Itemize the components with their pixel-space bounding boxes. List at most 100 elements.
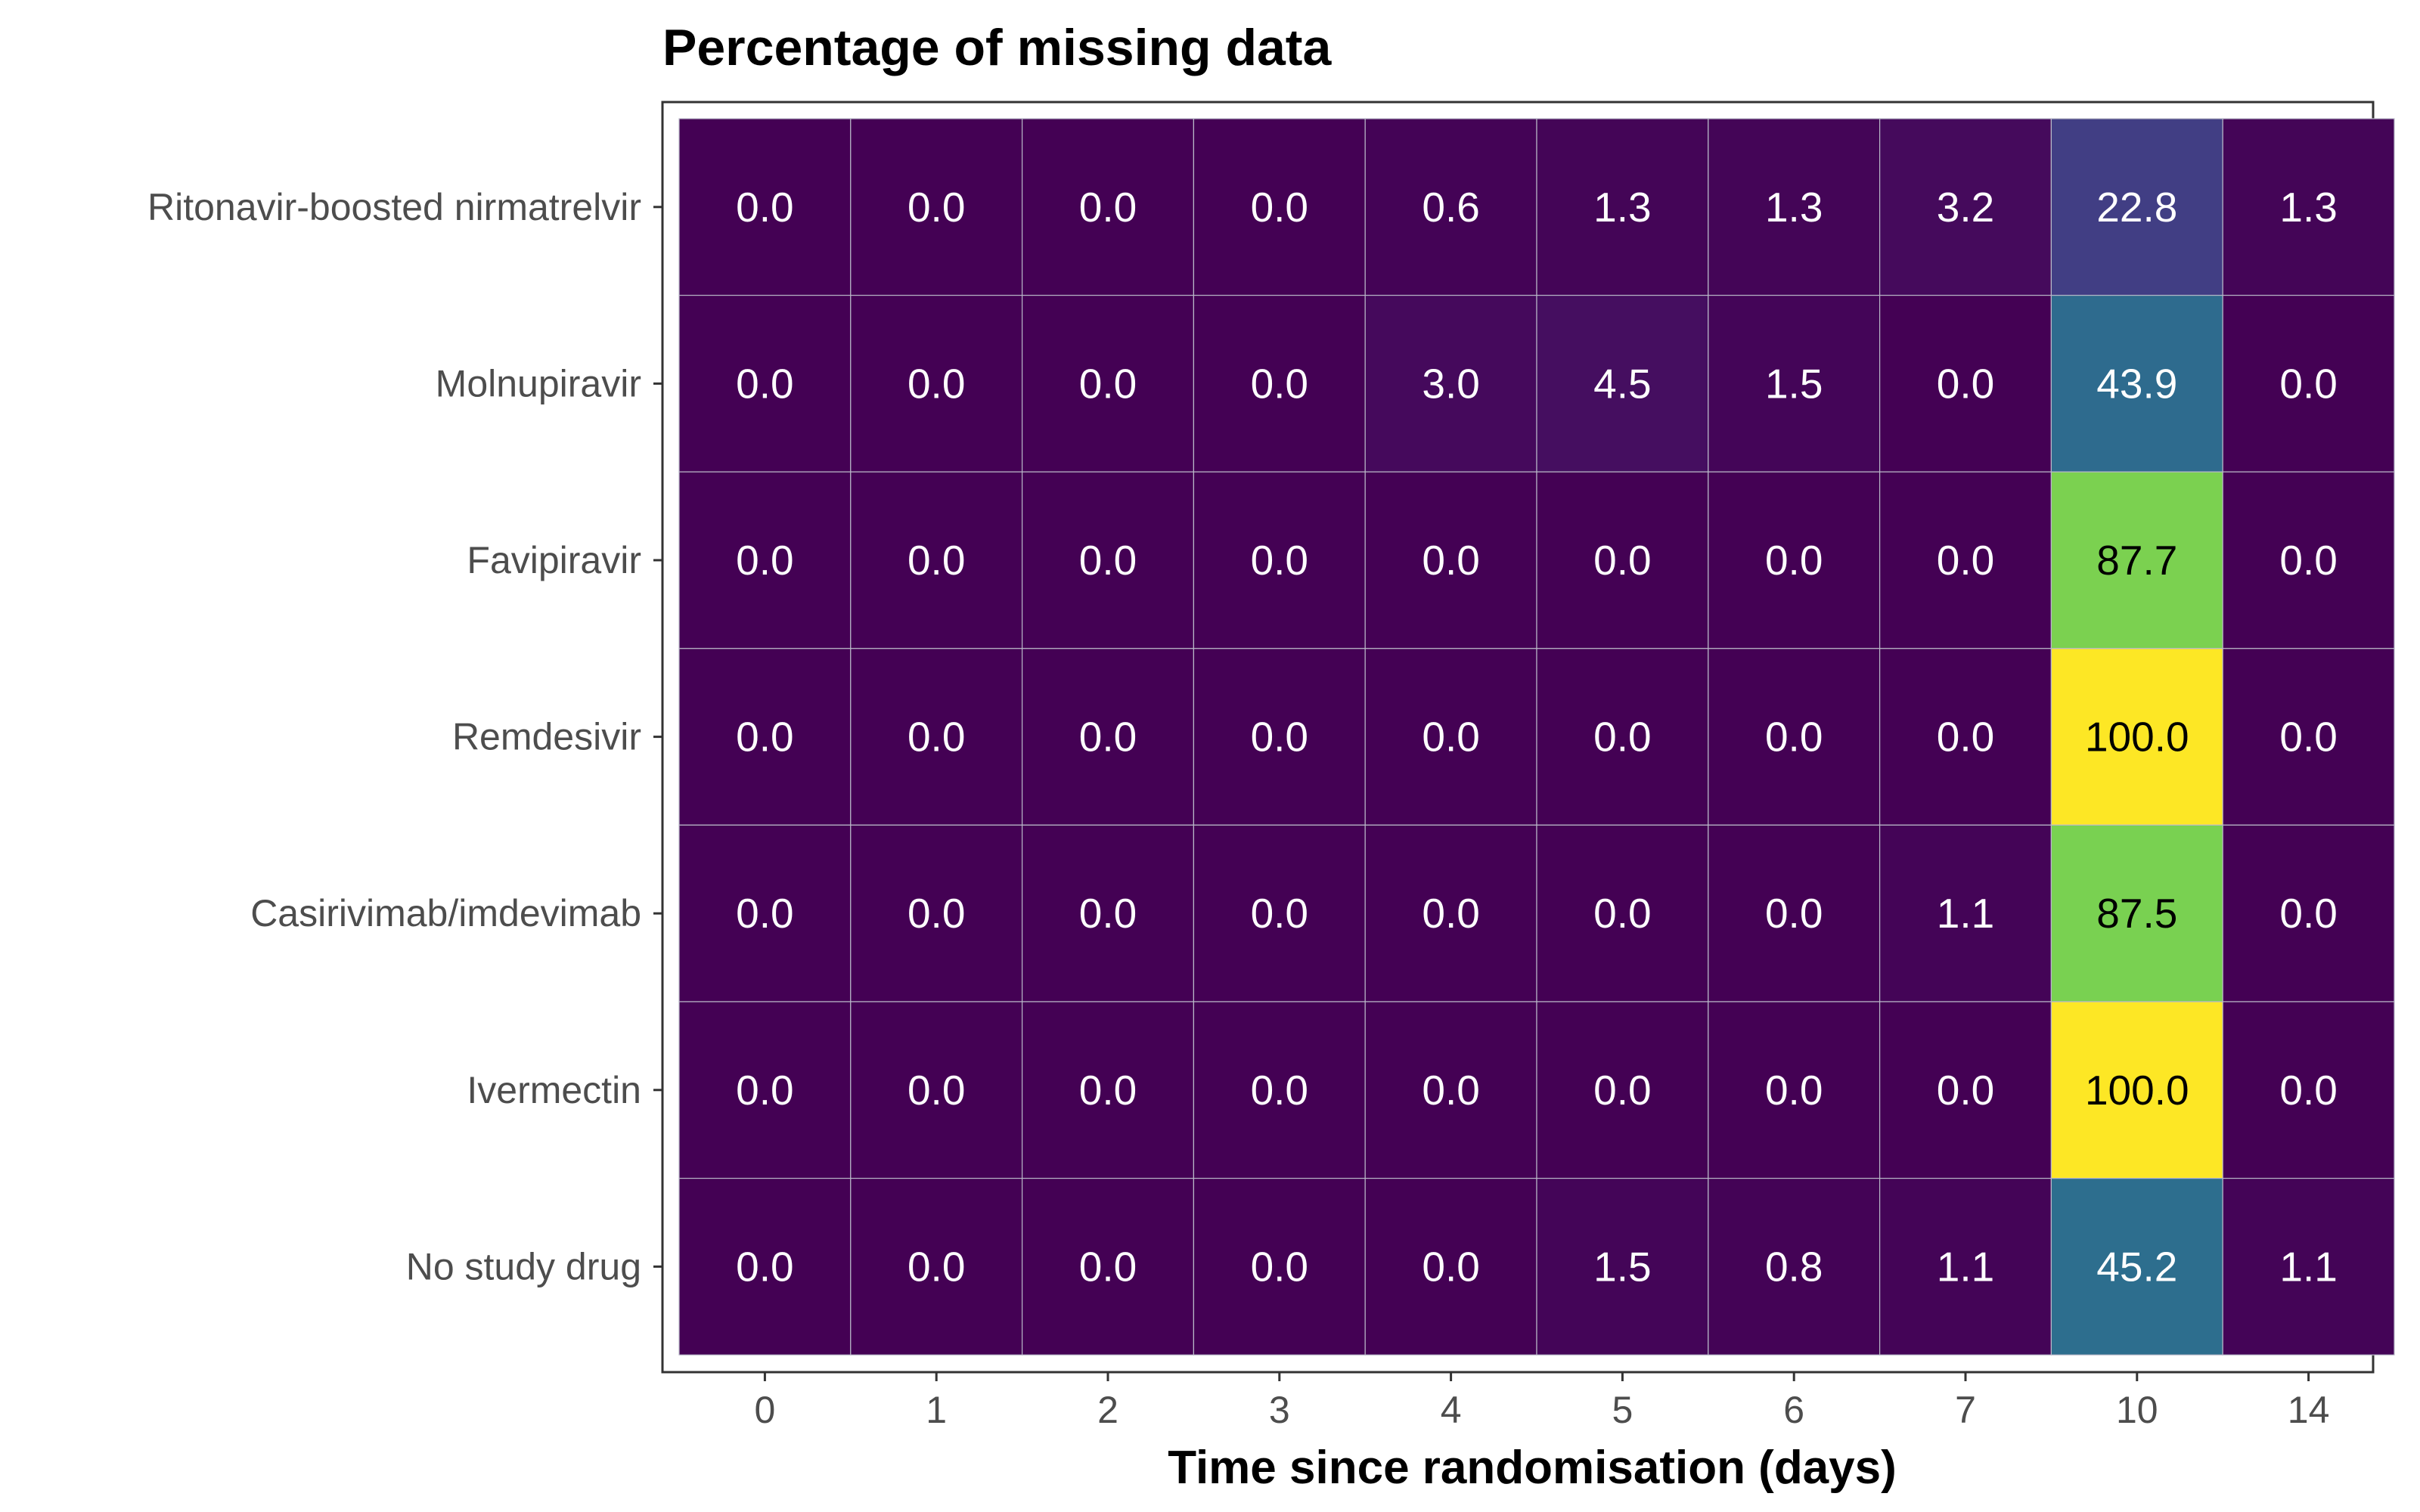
heatmap-cell [2222, 118, 2395, 296]
cell-value-label: 0.0 [1422, 1067, 1479, 1114]
heatmap-cell [678, 824, 852, 1002]
cell-value-label: 0.0 [908, 1243, 965, 1290]
cell-value-label: 0.0 [1251, 714, 1308, 761]
cell-value-label: 0.0 [1765, 890, 1823, 937]
heatmap-cell [1021, 648, 1194, 826]
cell-value-label: 1.5 [1765, 360, 1823, 407]
x-axis: 0 1 2 3 4 5 6 7 10 14 [754, 1372, 2329, 1431]
heatmap-cell [2222, 1177, 2395, 1356]
cell-value-label: 0.0 [1079, 537, 1137, 584]
heatmap-cell [1193, 1001, 1366, 1179]
cell-value-label: 1.5 [1593, 1243, 1651, 1290]
cell-value-label: 0.0 [1937, 714, 1994, 761]
cell-value-label: 0.0 [2279, 890, 2337, 937]
cell-value-label: 0.0 [1937, 537, 1994, 584]
heatmap-cell [1536, 1001, 1709, 1179]
cell-value-label: 0.0 [2279, 537, 2337, 584]
heatmap-cell [1879, 1001, 2052, 1179]
cell-value-label: 0.0 [1765, 537, 1823, 584]
cell-value-label: 0.0 [908, 537, 965, 584]
x-tick-label: 5 [1612, 1389, 1633, 1431]
heatmap-cell [2222, 471, 2395, 649]
heatmap-cell [1021, 295, 1194, 472]
cell-value-label: 0.0 [1937, 1067, 1994, 1114]
cell-value-label: 100.0 [2085, 1067, 2189, 1114]
cell-value-label: 22.8 [2096, 184, 2177, 231]
cell-value-label: 0.0 [1422, 714, 1479, 761]
heatmap-cell [1536, 295, 1709, 472]
heatmap-cell [1536, 471, 1709, 649]
heatmap-cell [2222, 295, 2395, 472]
heatmap-cell [1364, 1001, 1537, 1179]
cell-value-label: 0.0 [1593, 714, 1651, 761]
cell-value-label: 0.0 [2279, 1067, 2337, 1114]
heatmap-cell [1879, 1177, 2052, 1356]
heatmap-cell [850, 118, 1023, 296]
heatmap-cell [2050, 118, 2223, 296]
cell-value-label: 87.7 [2096, 537, 2177, 584]
heatmap-cell [1021, 1177, 1194, 1356]
cell-value-label: 0.0 [1765, 1067, 1823, 1114]
cell-value-label: 1.1 [2279, 1243, 2337, 1290]
cell-value-label: 0.0 [1422, 1243, 1479, 1290]
cell-value-label: 0.0 [736, 360, 793, 407]
x-tick-label: 2 [1097, 1389, 1118, 1431]
heatmap-cell [1879, 648, 2052, 826]
heatmap-cell [1708, 118, 1881, 296]
heatmap-cell [850, 824, 1023, 1002]
heatmap-cell [1021, 824, 1194, 1002]
cell-value-label: 0.0 [736, 537, 793, 584]
heatmap-cell [1536, 1177, 1709, 1356]
cell-value-label: 0.0 [1422, 537, 1479, 584]
heatmap-cell [2050, 648, 2223, 826]
heatmap-cell [1021, 1001, 1194, 1179]
cell-value-label: 45.2 [2096, 1243, 2177, 1290]
cell-value-label: 0.0 [908, 1067, 965, 1114]
cell-value-label: 0.0 [1251, 1067, 1308, 1114]
cell-value-label: 0.0 [1593, 890, 1651, 937]
heatmap-cell [1364, 1177, 1537, 1356]
cell-value-label: 0.0 [1422, 890, 1479, 937]
cell-value-label: 0.0 [1079, 184, 1137, 231]
cell-value-label: 1.3 [2279, 184, 2337, 231]
heatmap-cell [1708, 824, 1881, 1002]
heatmap-cell [1364, 648, 1537, 826]
cell-value-label: 0.0 [736, 714, 793, 761]
y-tick-label: Remdesivir [452, 716, 641, 758]
heatmap-cell [1708, 471, 1881, 649]
y-tick-label: Casirivimab/imdevimab [250, 892, 641, 934]
cell-value-label: 0.0 [2279, 360, 2337, 407]
heatmap-cell [1021, 118, 1194, 296]
heatmap-cell [850, 1177, 1023, 1356]
x-tick-label: 0 [754, 1389, 775, 1431]
heatmap-cell [1536, 118, 1709, 296]
cell-value-label: 0.0 [1079, 714, 1137, 761]
cell-value-label: 4.5 [1593, 360, 1651, 407]
x-tick-label: 7 [1955, 1389, 1976, 1431]
cell-value-label: 1.3 [1765, 184, 1823, 231]
heatmap-cell [2222, 824, 2395, 1002]
heatmap-cell [1879, 824, 2052, 1002]
cell-value-label: 0.0 [1251, 360, 1308, 407]
cell-value-label: 0.0 [2279, 714, 2337, 761]
cell-value-label: 0.8 [1765, 1243, 1823, 1290]
chart-title: Percentage of missing data [662, 19, 1332, 76]
cell-value-label: 0.0 [1593, 1067, 1651, 1114]
heatmap-cell [1364, 295, 1537, 472]
heatmap-cell [1193, 118, 1366, 296]
cell-value-label: 0.0 [736, 1067, 793, 1114]
heatmap-cell [2050, 824, 2223, 1002]
heatmap-cell [1193, 648, 1366, 826]
y-tick-label: No study drug [406, 1245, 641, 1287]
x-tick-label: 3 [1269, 1389, 1290, 1431]
heatmap-cell [1364, 118, 1537, 296]
x-tick-label: 10 [2116, 1389, 2158, 1431]
cell-value-label: 43.9 [2096, 360, 2177, 407]
cell-value-label: 3.0 [1422, 360, 1479, 407]
x-tick-label: 14 [2288, 1389, 2330, 1431]
heatmap-cell [1193, 295, 1366, 472]
cell-value-label: 0.0 [1251, 537, 1308, 584]
heatmap-cell [1879, 295, 2052, 472]
cell-value-label: 3.2 [1937, 184, 1994, 231]
heatmap-cell [1536, 648, 1709, 826]
